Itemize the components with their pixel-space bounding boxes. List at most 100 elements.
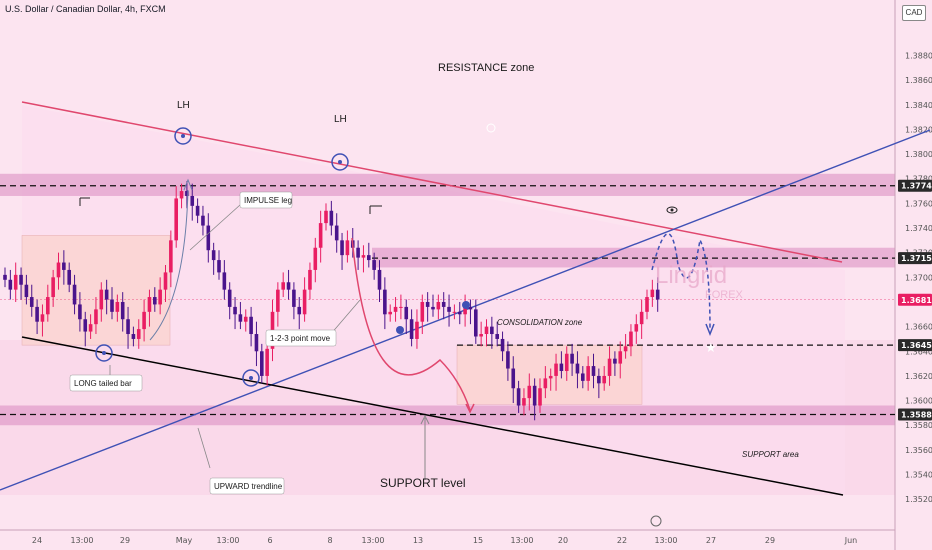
candle-body — [83, 319, 88, 332]
x-tick-label: 6 — [267, 536, 272, 545]
candle-body — [104, 289, 109, 300]
candle-body — [3, 274, 7, 280]
candle-body — [377, 269, 382, 290]
upward-trendline-label: UPWARD trendline — [214, 482, 283, 491]
candle-body — [581, 373, 585, 381]
resistance-zone-label: RESISTANCE zone — [438, 62, 534, 74]
resistance-trendline — [21, 101, 843, 263]
candle-body — [78, 304, 82, 320]
candle-body — [361, 255, 366, 258]
swing-marker-circle — [331, 153, 349, 171]
candle-body — [618, 351, 623, 364]
candle-body — [564, 353, 569, 371]
candle-body — [158, 289, 162, 305]
candle-body — [548, 375, 553, 379]
candle-body — [393, 306, 398, 312]
eye-icon — [666, 206, 678, 214]
x-tick-label: 13:00 — [361, 536, 384, 545]
candle-body — [452, 311, 457, 313]
price-label-bg — [898, 293, 932, 306]
candle-body — [399, 306, 403, 308]
candle-body — [415, 321, 419, 339]
candle-body — [217, 260, 221, 273]
candle-body — [297, 306, 302, 315]
candle-body — [206, 225, 211, 251]
candle-body — [597, 375, 601, 384]
consolidation-box — [456, 344, 643, 405]
price-label-bg — [898, 408, 932, 421]
y-tick-label: 1.35800 — [905, 421, 932, 430]
candle-body — [8, 279, 13, 290]
swing-marker-circle — [174, 127, 192, 145]
candle-body — [602, 375, 606, 384]
candle-body — [40, 314, 45, 322]
lightning-icon — [650, 515, 662, 527]
projection-path — [651, 233, 711, 331]
candle-body — [120, 301, 125, 320]
candle-body — [634, 324, 639, 332]
currency-badge[interactable]: CAD — [902, 5, 926, 21]
x-tick-label: May — [176, 536, 193, 545]
candle-body — [345, 240, 350, 256]
y-tick-label: 1.37800 — [905, 175, 932, 184]
swing-marker-dot — [181, 134, 185, 138]
candle-body — [591, 366, 596, 376]
candle-body — [115, 301, 120, 312]
candle-body — [308, 269, 312, 290]
y-tick-label: 1.36200 — [905, 372, 932, 381]
support-level-arrowhead — [420, 414, 430, 425]
x-tick-label: 15 — [473, 536, 483, 545]
move-label-box — [265, 329, 337, 347]
candle-body — [511, 368, 516, 389]
x-tick-label: 27 — [706, 536, 716, 545]
candle-body — [431, 306, 435, 310]
impulse-label-box — [239, 191, 293, 209]
candle-body — [179, 191, 184, 199]
candle-body — [110, 299, 114, 312]
price-label-bg — [898, 252, 932, 265]
x-tick-label: 29 — [120, 536, 130, 545]
candle-body — [500, 338, 505, 352]
x-tick-label: 13:00 — [70, 536, 93, 545]
target-star-icon: ★ — [705, 340, 717, 355]
move-arrowhead — [465, 403, 475, 414]
move-label: 1-2-3 point move — [270, 334, 331, 343]
watermark-sub: FOREX — [705, 289, 744, 301]
candle-body — [249, 316, 253, 335]
swing-marker-circle — [242, 369, 260, 387]
x-tick-label: 13 — [413, 536, 423, 545]
candle-body — [420, 301, 425, 322]
candle-body — [243, 316, 248, 322]
candle-body — [88, 324, 93, 332]
candle-body — [281, 282, 285, 290]
candle-body — [372, 260, 376, 270]
candle-body — [211, 250, 216, 261]
watermark-main: Lingrid — [655, 262, 727, 289]
chart-title: U.S. Dollar / Canadian Dollar, 4h, FXCM — [5, 4, 166, 14]
candle-body — [479, 334, 483, 337]
candle-body — [613, 358, 617, 364]
y-tick-label: 1.37600 — [905, 199, 932, 208]
candle-body — [607, 358, 612, 376]
x-tick-label: 29 — [765, 536, 775, 545]
annotation-connector — [189, 204, 241, 251]
candle-body — [131, 334, 136, 339]
candle-body — [276, 289, 280, 312]
candle-body — [532, 385, 537, 406]
candle-body — [29, 297, 34, 307]
candle-body — [404, 306, 409, 320]
impulse-label: IMPULSE leg — [244, 196, 292, 205]
candle-body — [222, 272, 227, 290]
candle-body — [356, 247, 360, 258]
candle-body — [51, 277, 55, 298]
candle-body — [527, 385, 532, 399]
candle-body — [260, 351, 264, 376]
candle-body — [543, 378, 548, 389]
candle-body — [474, 309, 478, 337]
candle-body — [190, 195, 195, 206]
candle-body — [495, 334, 499, 339]
candle-body — [238, 314, 243, 322]
swing-marker-dot — [338, 160, 342, 164]
flag-icon — [79, 197, 90, 206]
candle-body — [35, 306, 39, 322]
